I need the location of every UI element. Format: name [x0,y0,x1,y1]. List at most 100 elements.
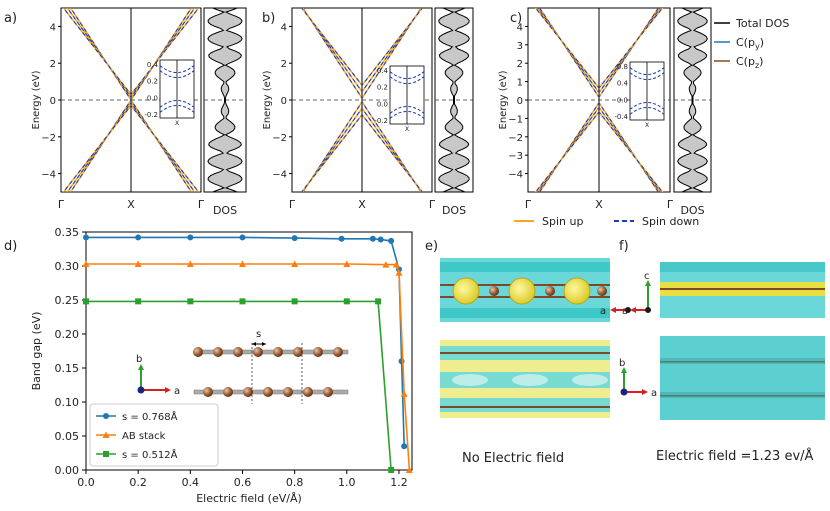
y-tick-label: 1 [517,78,523,89]
inset-tick-label: 0.2 [147,78,158,86]
x-tick-label: 0.6 [234,476,252,489]
data-point [83,234,89,241]
data-point [401,443,408,450]
carbon-atom [263,387,273,397]
panel-label-c: c) [510,11,522,26]
data-point [388,467,395,473]
legend-spin-down-label: Spin down [642,215,699,228]
y-tick-label: 4 [50,22,56,33]
y-tick-label: −4 [41,170,56,181]
spin-down-band [301,107,363,192]
kpoint-label: Γ [58,198,65,211]
spin-down-band [598,107,661,192]
spin-up-band [302,8,363,99]
y-tick-label: 0 [517,96,523,107]
spin-down-band [598,8,664,89]
spin-down-band [130,102,196,192]
spin-down-band [301,8,363,86]
spin-down-band [537,107,600,192]
legend-cpz-label: C(pz) [736,55,763,70]
legend-cpy-label: C(py) [736,36,764,51]
inset-tick-label: 0.0 [377,100,388,108]
y-tick-label: 0.20 [55,328,80,341]
dos-label: DOS [680,204,704,217]
spin-down-band [66,102,132,192]
y-tick-label: 4 [517,22,523,33]
x-tick-label: 1.2 [390,476,408,489]
spin-down-band [130,8,200,95]
legend-marker [103,451,109,457]
inset-axis-b-label: b [136,354,142,365]
data-point [291,235,298,242]
y-tick-label: 0.05 [55,430,80,443]
inset-tick-label: 0.4 [617,80,629,88]
carbon-atom [303,387,313,397]
x-tick-label: 0.2 [129,476,147,489]
spin-down-band [534,8,600,89]
y-tick-label: 0.00 [55,464,80,477]
y-tick-label: 0.10 [55,396,80,409]
series-2 [83,298,395,473]
panel-f-bottom-image [660,336,825,420]
dos-curve [677,7,708,193]
spin-up-band [66,102,132,192]
y-axis-label: Energy (eV) [31,70,42,129]
y-tick-label: 3 [517,41,523,52]
inset-tick-label: 0.8 [617,63,628,71]
chart-legend-box [89,403,219,467]
kpoint-label: X [595,198,603,211]
spin-down-band [361,8,423,93]
inset-x-label: X [175,120,179,127]
spin-down-band [70,99,132,192]
spin-down-band [361,114,424,192]
data-point [388,237,395,244]
carbon-atom [253,347,263,357]
inset-axis-a-label: a [174,386,180,397]
carbon-atom [213,347,223,357]
panel-f-axis-c: c [644,271,650,282]
data-point [377,236,384,243]
panel-e-bottom-image [440,340,610,418]
spin-legend: Spin up Spin down [514,215,699,228]
y-tick-label: 0.30 [55,260,80,273]
dos-curve [438,7,470,193]
band-panel-b: 4 2 0 −2 −4 Energy (eV) Γ X Γ 0.4 0.2 0.0 -0.2 X DOS [262,7,474,217]
x-tick-label: 1.0 [338,476,356,489]
carbon-atom [193,347,203,357]
panel-f-caption: Electric field =1.23 ev/Å [656,448,814,464]
y-tick-label: −4 [272,170,287,181]
carbon-atom [243,387,253,397]
inset-axis-a-head [165,387,171,393]
panel-e-top-image [440,258,610,322]
kpoint-label: Γ [289,198,296,211]
dos-curve [207,7,243,193]
y-tick-label: −2 [508,133,523,144]
carbon-atom [273,347,283,357]
y-tick-label: 2 [517,59,523,70]
y-axis-label: Energy (eV) [262,70,273,129]
panel-f-axis-a-top: a [622,306,628,317]
carbon-atom [293,347,303,357]
spin-down-band [302,8,363,99]
shift-arrow-head [262,342,266,346]
kpoint-label: Γ [429,198,436,211]
data-point [83,298,89,305]
legend-marker [103,413,109,419]
x-tick-label: 0.8 [286,476,304,489]
bandgap-chart: 0.0 0.2 0.4 0.6 0.8 1.0 1.2 0.00 0.05 0.10 0.15 0.2… [30,226,413,505]
legend-marker [102,431,110,438]
data-point [239,298,246,305]
y-tick-label: 2 [50,59,56,70]
kpoint-label: X [358,198,366,211]
spin-down-band [66,8,132,98]
data-point [338,235,345,242]
panel-label-d: d) [4,239,17,254]
inset-axis-b-head [138,364,144,370]
inset-tick-label: -0.2 [144,111,158,119]
band-lines [62,8,200,192]
band-lines [534,8,664,192]
inset-tick-label: 0.4 [377,67,389,75]
data-point [369,235,376,242]
spin-up-band [536,8,600,94]
spin-down-band [537,8,600,93]
